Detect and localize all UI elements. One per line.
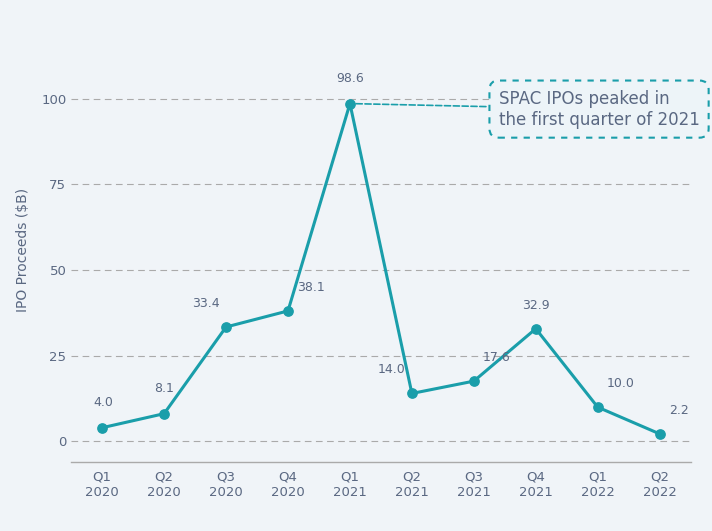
Text: 2.2: 2.2 — [669, 404, 689, 417]
Text: 14.0: 14.0 — [378, 363, 406, 376]
Point — [530, 324, 541, 333]
Point — [344, 99, 355, 108]
Text: 8.1: 8.1 — [155, 382, 174, 395]
Text: SPAC IPOs peaked in
the first quarter of 2021: SPAC IPOs peaked in the first quarter of… — [356, 90, 699, 129]
Point — [96, 423, 108, 432]
Point — [282, 306, 294, 315]
Point — [654, 430, 665, 438]
Text: 98.6: 98.6 — [336, 72, 364, 85]
Text: 17.6: 17.6 — [483, 351, 511, 364]
Text: 38.1: 38.1 — [298, 281, 325, 294]
Text: 4.0: 4.0 — [93, 396, 112, 409]
Text: 32.9: 32.9 — [522, 298, 550, 312]
Point — [221, 323, 232, 331]
Y-axis label: IPO Proceeds ($B): IPO Proceeds ($B) — [16, 187, 30, 312]
Point — [468, 377, 480, 386]
Text: 10.0: 10.0 — [607, 377, 635, 390]
Point — [158, 409, 169, 418]
Point — [406, 389, 417, 398]
Text: 33.4: 33.4 — [192, 297, 220, 310]
Point — [592, 403, 603, 412]
